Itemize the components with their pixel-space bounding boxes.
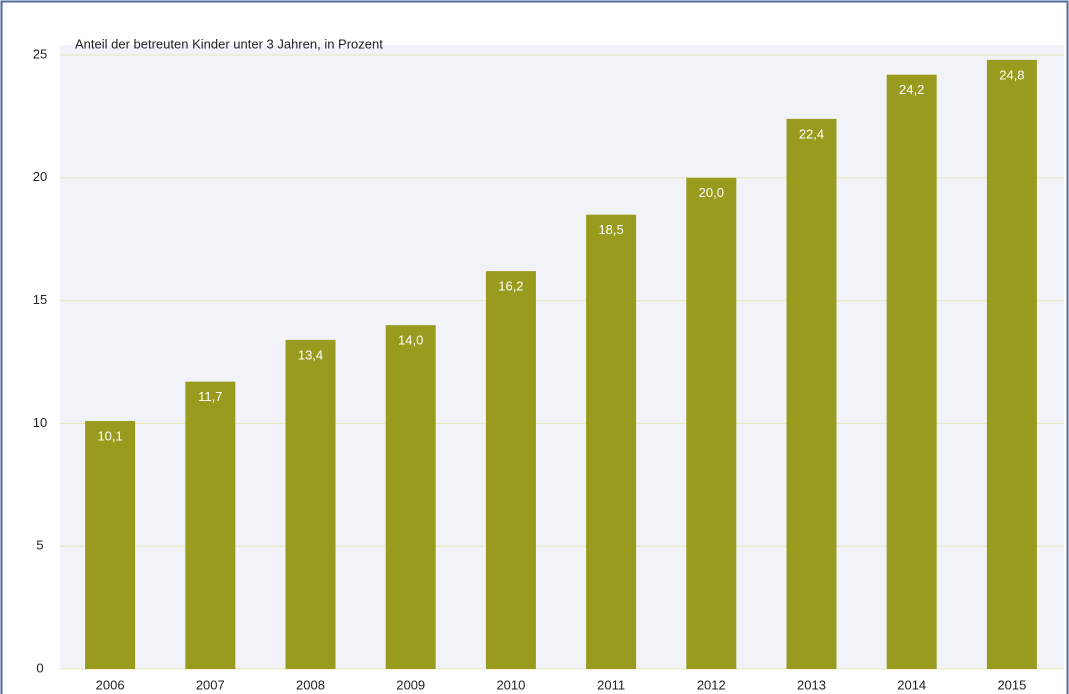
value-label: 14,0 xyxy=(398,333,423,348)
y-tick-label: 15 xyxy=(33,292,47,307)
y-tick-label: 25 xyxy=(33,46,47,61)
bar xyxy=(285,339,336,669)
bar xyxy=(786,118,837,669)
bar xyxy=(686,177,737,670)
x-tick-label: 2010 xyxy=(496,677,525,692)
x-tick-label: 2014 xyxy=(897,677,926,692)
x-tick-label: 2012 xyxy=(697,677,726,692)
bar xyxy=(85,420,136,669)
bar xyxy=(185,381,236,669)
x-tick-label: 2009 xyxy=(396,677,425,692)
value-label: 18,5 xyxy=(598,222,623,237)
x-tick-label: 2008 xyxy=(296,677,325,692)
bar xyxy=(986,59,1037,670)
value-label: 22,4 xyxy=(799,126,824,141)
value-label: 10,1 xyxy=(97,428,122,443)
value-label: 16,2 xyxy=(498,279,523,294)
value-label: 24,2 xyxy=(899,82,924,97)
value-label: 20,0 xyxy=(699,185,724,200)
x-tick-label: 2007 xyxy=(196,677,225,692)
value-label: 11,7 xyxy=(198,389,222,404)
y-tick-label: 0 xyxy=(36,660,43,675)
chart-title: Anteil der betreuten Kinder unter 3 Jahr… xyxy=(75,36,383,51)
x-tick-label: 2015 xyxy=(997,677,1026,692)
y-tick-label: 10 xyxy=(33,415,47,430)
y-tick-label: 5 xyxy=(36,538,43,553)
value-label: 24,8 xyxy=(999,67,1024,82)
value-label: 13,4 xyxy=(298,347,323,362)
x-tick-label: 2011 xyxy=(597,677,625,692)
y-tick-label: 20 xyxy=(33,169,47,184)
x-tick-label: 2006 xyxy=(96,677,125,692)
bar xyxy=(485,271,536,669)
x-tick-label: 2013 xyxy=(797,677,826,692)
bar xyxy=(886,74,937,669)
bar xyxy=(385,325,436,669)
bar xyxy=(586,214,637,669)
